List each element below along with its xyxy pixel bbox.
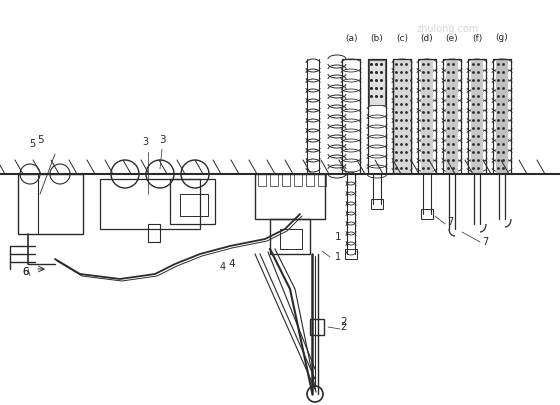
Bar — [310, 319, 324, 335]
Text: (g): (g) — [496, 34, 508, 43]
Text: (e): (e) — [446, 34, 458, 43]
Text: (f): (f) — [472, 34, 482, 43]
Bar — [345, 249, 357, 259]
Bar — [421, 209, 433, 220]
Text: (c): (c) — [396, 34, 408, 43]
Bar — [258, 175, 266, 187]
Text: 3: 3 — [142, 136, 148, 147]
Text: zhulong.com: zhulong.com — [417, 24, 479, 34]
Bar — [294, 175, 302, 187]
Bar — [306, 175, 314, 187]
Bar — [446, 61, 458, 174]
Text: 2: 2 — [340, 321, 346, 331]
Text: 7: 7 — [482, 237, 488, 246]
Bar — [170, 179, 215, 224]
Text: 5: 5 — [37, 135, 43, 145]
Bar — [280, 230, 302, 249]
Text: 6: 6 — [22, 266, 29, 276]
Text: (b): (b) — [371, 34, 384, 43]
Text: 7: 7 — [447, 216, 453, 226]
Text: 4: 4 — [220, 261, 226, 271]
Bar — [270, 220, 310, 254]
Bar — [471, 61, 483, 174]
Text: 3: 3 — [158, 135, 165, 145]
Bar — [421, 61, 433, 174]
Bar — [180, 194, 208, 216]
Bar — [282, 175, 290, 187]
Bar — [371, 200, 383, 209]
Text: 1: 1 — [335, 252, 341, 261]
Bar — [18, 175, 83, 234]
Text: 5: 5 — [29, 139, 35, 149]
Text: 2: 2 — [340, 316, 347, 326]
Text: 1: 1 — [335, 231, 341, 241]
Bar — [394, 61, 410, 174]
Text: 6: 6 — [22, 266, 28, 276]
Bar — [148, 224, 160, 243]
Bar — [255, 175, 325, 220]
Bar — [318, 175, 326, 187]
Bar — [369, 61, 385, 106]
Text: (a): (a) — [345, 34, 357, 43]
Text: (d): (d) — [421, 34, 433, 43]
Text: 4: 4 — [228, 258, 235, 269]
Bar — [496, 61, 508, 174]
Bar — [100, 179, 200, 230]
Bar — [270, 175, 278, 187]
